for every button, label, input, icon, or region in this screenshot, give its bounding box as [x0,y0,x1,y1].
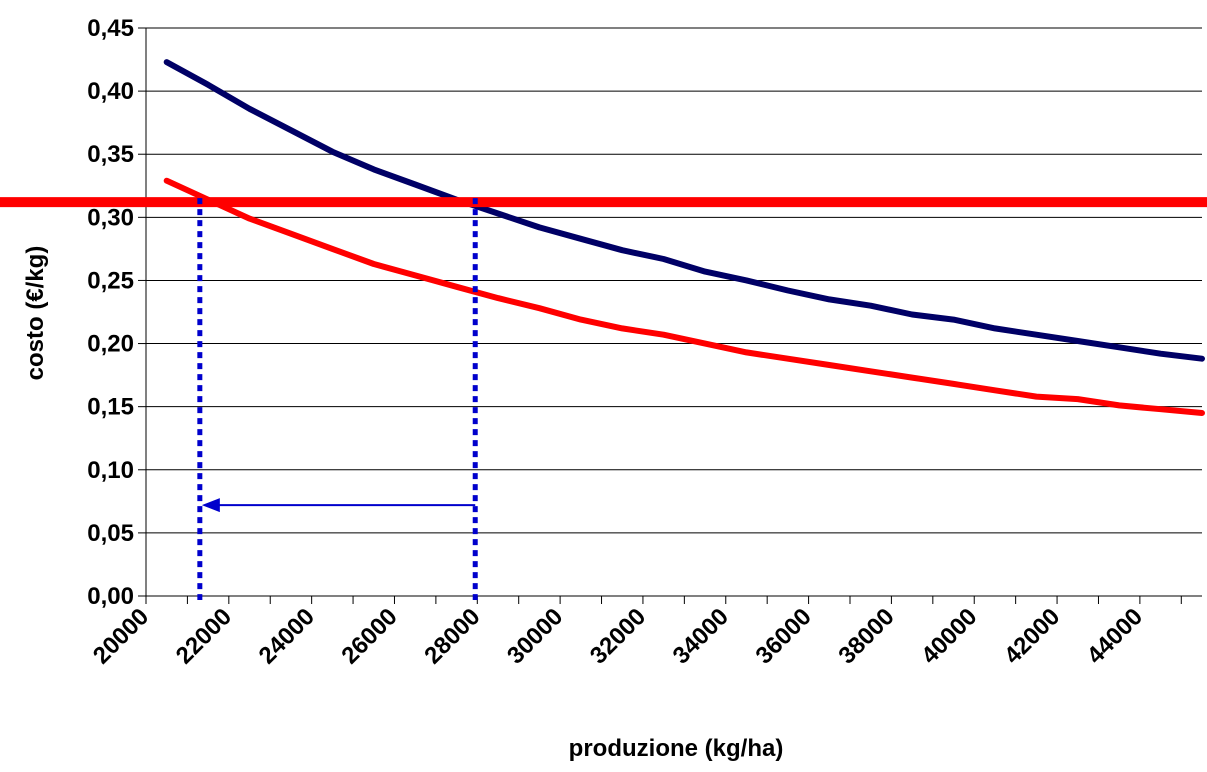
y-axis-title: costo (€/kg) [22,246,49,381]
x-tick-label: 30000 [502,603,568,669]
annotations [0,197,1207,600]
arrow-head [201,498,220,513]
x-tick-labels: 20000 22000 24000 26000 28000 30000 32000 34000… [88,603,1148,669]
x-tick-label: 22000 [171,603,237,669]
y-tick-label: 0,35 [87,141,134,168]
x-tick-label: 32000 [585,603,651,669]
grid-lines [146,27,1202,534]
x-tick-label: 26000 [336,603,402,669]
y-tick-label: 0,20 [87,331,134,358]
x-tick-label: 42000 [999,603,1065,669]
y-tick-labels: 0,00 0,05 0,10 0,15 0,20 0,25 0,30 0,35 0,40 0,45 [87,15,134,610]
axes [138,27,1202,604]
series-line-2 [163,177,1205,416]
y-tick-label: 0,00 [87,583,134,610]
y-tick-label: 0,40 [87,78,134,105]
x-axis-title: produzione (kg/ha) [569,735,784,762]
x-tick-label: 34000 [668,603,734,669]
x-tick-label: 38000 [833,603,899,669]
x-tick-label: 44000 [1082,603,1148,669]
series-line-1 [163,59,1205,362]
y-tick-label: 0,30 [87,204,134,231]
x-tick-label: 28000 [419,603,485,669]
y-tick-label: 0,25 [87,267,134,294]
y-tick-label: 0,15 [87,394,134,421]
y-tick-label: 0,05 [87,520,134,547]
y-tick-label: 0,45 [87,15,134,42]
x-tick-label: 36000 [751,603,817,669]
series-lines [163,59,1205,416]
x-tick-label: 20000 [88,603,154,669]
x-tick-label: 24000 [254,603,320,669]
x-tick-label: 40000 [916,603,982,669]
y-tick-label: 0,10 [87,457,134,484]
